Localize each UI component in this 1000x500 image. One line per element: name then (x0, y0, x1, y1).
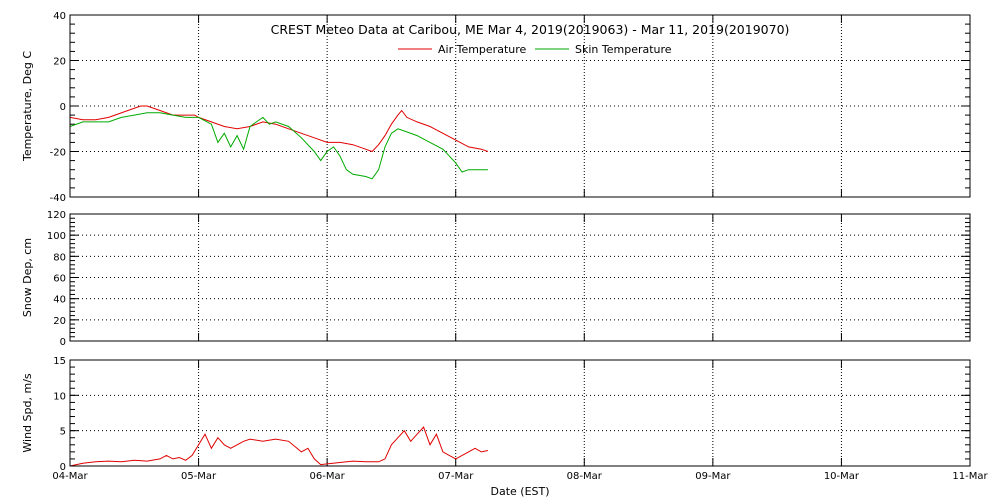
y-tick-label: 80 (53, 252, 66, 263)
series-line-1-1 (69, 105, 489, 153)
x-axis-title: Date (EST) (490, 485, 549, 498)
panel-1: -40 -20 0 20 40 Temperature, Deg C (21, 11, 971, 204)
y-tick-label: 0 (60, 337, 66, 348)
y-tick-label: -40 (50, 193, 66, 204)
y-tick-label: 100 (47, 231, 66, 242)
x-tick-label: 04-Mar (52, 471, 88, 482)
series-line-1-2 (69, 112, 488, 180)
y-tick-label: 20 (53, 316, 66, 327)
y-tick-label: 20 (53, 57, 66, 68)
x-tick-label: 09-Mar (695, 471, 731, 482)
y-tick-label: 0 (60, 102, 66, 113)
panel-frame (69, 359, 971, 467)
y-axis-title: Wind Spd, m/s (21, 373, 34, 453)
x-tick-label: 08-Mar (567, 471, 603, 482)
chart-panels: -40 -20 0 20 40 Temperature, Deg C 0 20 40 60 80 10… (21, 11, 971, 473)
y-tick-label: 40 (53, 295, 66, 306)
y-tick-label: -20 (50, 148, 66, 159)
y-tick-label: 40 (53, 11, 66, 22)
panel-frame (69, 213, 971, 342)
y-tick-label: 0 (60, 462, 66, 473)
y-tick-label: 5 (60, 427, 66, 438)
panel-frame (69, 14, 971, 198)
panel-2: 0 20 40 60 80 100 120 Snow Dep, cm (21, 210, 971, 348)
legend: Air Temperature Skin Temperature (398, 43, 672, 56)
x-tick-label: 07-Mar (438, 471, 474, 482)
y-tick-label: 60 (53, 274, 66, 285)
y-axis-title: Snow Dep, cm (21, 238, 34, 317)
chart-title: CREST Meteo Data at Caribou, ME Mar 4, 2… (271, 22, 790, 37)
x-tick-label: 06-Mar (310, 471, 346, 482)
legend-label: Air Temperature (438, 43, 527, 56)
y-tick-label: 10 (53, 391, 66, 402)
y-tick-label: 120 (47, 210, 66, 221)
series-line-3-1 (69, 426, 489, 467)
panel-3: 0 5 10 15 Wind Spd, m/s (21, 356, 971, 473)
legend-label: Skin Temperature (575, 43, 672, 56)
x-tick-label: 11-Mar (952, 471, 988, 482)
y-axis-title: Temperature, Deg C (21, 51, 34, 162)
y-tick-label: 15 (53, 356, 66, 367)
x-tick-label: 10-Mar (824, 471, 860, 482)
x-tick-label: 05-Mar (181, 471, 217, 482)
